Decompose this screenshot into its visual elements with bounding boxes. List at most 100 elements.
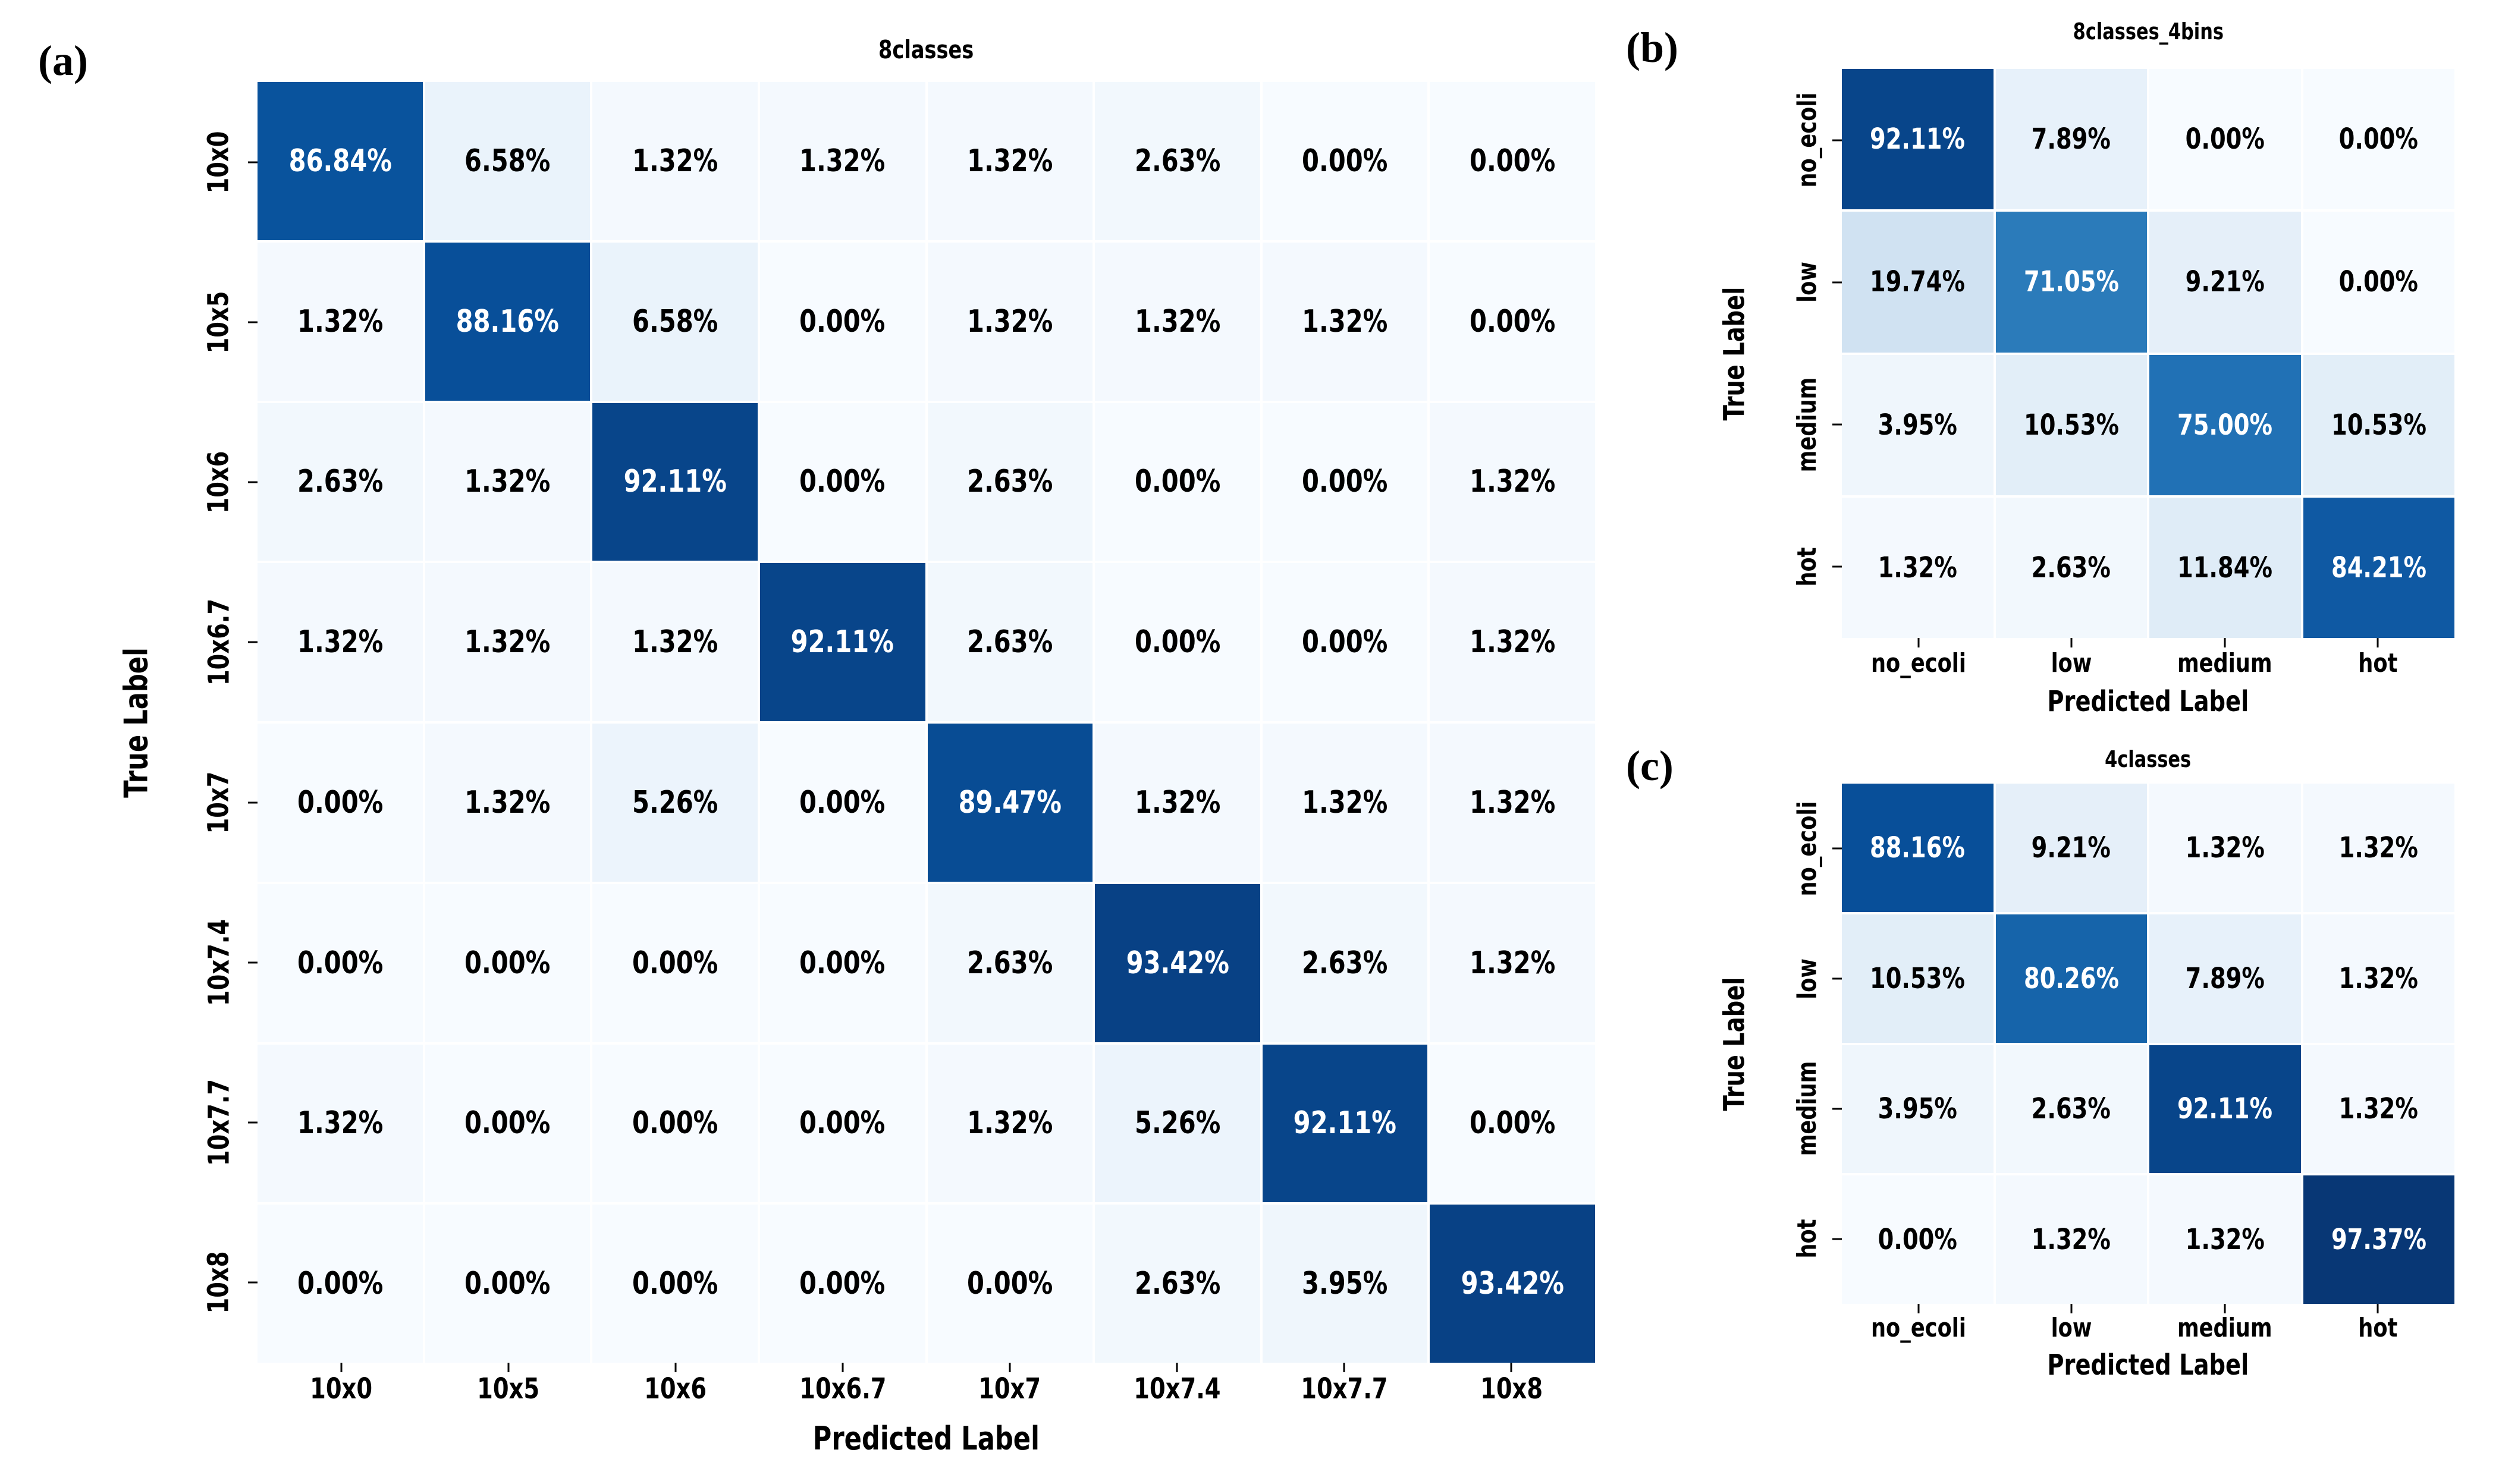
y-tick-mark xyxy=(248,321,258,323)
heatmap-cell-10x7.7-10x6: 0.00% xyxy=(592,1044,758,1203)
heatmap-cell-value: 0.00% xyxy=(1302,464,1388,500)
heatmap-cell-10x6-10x5: 1.32% xyxy=(425,403,591,561)
y-tick-mark xyxy=(1832,423,1842,426)
heatmap-cell-value: 10.53% xyxy=(1870,961,1966,995)
y-tick-mark xyxy=(248,161,258,164)
heatmap-cell-value: 0.00% xyxy=(297,1266,383,1302)
heatmap-cell-10x7-10x7: 89.47% xyxy=(927,724,1093,882)
x-tick-label-text: 10x0 xyxy=(310,1372,373,1406)
x-tick-label-text: hot xyxy=(2358,648,2398,678)
heatmap-cell-10x0-10x6: 1.32% xyxy=(592,82,758,240)
heatmap-cell-value: 0.00% xyxy=(799,1266,886,1302)
heatmap-cell-10x0-10x7: 1.32% xyxy=(927,82,1093,240)
heatmap-cell-medium-hot: 10.53% xyxy=(2303,354,2454,495)
heatmap-cell-10x6.7-10x7.7: 0.00% xyxy=(1262,563,1428,721)
heatmap-cell-value: 5.26% xyxy=(632,784,718,820)
heatmap-cell-value: 2.63% xyxy=(1302,945,1388,981)
heatmap-cell-value: 0.00% xyxy=(464,945,551,981)
y-tick-label-text: low xyxy=(1792,262,1822,303)
heatmap-cell-10x7-10x6: 5.26% xyxy=(592,724,758,882)
x-tick-label-text: 10x8 xyxy=(1480,1372,1543,1406)
heatmap-cell-low-medium: 9.21% xyxy=(2149,212,2301,353)
heatmap-cell-value: 1.32% xyxy=(632,624,718,661)
heatmap-cell-value: 1.32% xyxy=(1470,945,1556,981)
heatmap-cell-value: 9.21% xyxy=(2185,265,2265,299)
heatmap-cell-10x6.7-10x5: 1.32% xyxy=(425,563,591,721)
x-tick-mark xyxy=(507,1363,510,1372)
heatmap-cell-value: 88.16% xyxy=(1870,831,1966,864)
heatmap-cell-no_ecoli-hot: 0.00% xyxy=(2303,69,2454,210)
x-tick-label-hot: hot xyxy=(2302,1313,2455,1347)
heatmap-cell-value: 0.00% xyxy=(2339,265,2419,299)
heatmap-cell-value: 10.53% xyxy=(2331,408,2426,442)
heatmap-cell-value: 1.32% xyxy=(1302,784,1388,820)
heatmap-cell-10x0-10x6.7: 1.32% xyxy=(759,82,925,240)
y-axis-label-text: True Label xyxy=(117,647,155,798)
heatmap-cell-10x7.7-10x7.7: 92.11% xyxy=(1262,1044,1428,1203)
x-tick-label-text: 10x7.4 xyxy=(1134,1372,1221,1406)
x-tick-mark xyxy=(842,1363,844,1372)
heatmap-cell-10x7.4-10x0: 0.00% xyxy=(258,884,423,1042)
heatmap-cell-value: 1.32% xyxy=(297,1105,383,1142)
heatmap-cell-value: 0.00% xyxy=(799,464,886,500)
heatmap-cell-hot-hot: 97.37% xyxy=(2303,1175,2454,1304)
heatmap-cell-hot-low: 1.32% xyxy=(1995,1175,2147,1304)
heatmap-cell-10x6.7-10x8: 1.32% xyxy=(1430,563,1595,721)
heatmap-cell-value: 1.32% xyxy=(1878,551,1957,584)
heatmap-cell-10x7-10x7.4: 1.32% xyxy=(1095,724,1260,882)
heatmap-cell-10x7.7-10x5: 0.00% xyxy=(425,1044,591,1203)
heatmap-cell-value: 0.00% xyxy=(1302,143,1388,179)
heatmap-cell-value: 0.00% xyxy=(1134,624,1221,661)
heatmap-cell-value: 1.32% xyxy=(297,624,383,661)
heatmap-cell-10x7-10x5: 1.32% xyxy=(425,724,591,882)
heatmap-cell-10x7.7-10x6.7: 0.00% xyxy=(759,1044,925,1203)
heatmap-cell-medium-no_ecoli: 3.95% xyxy=(1842,1045,1994,1174)
x-tick-labels: 10x0 10x5 10x6 10x6.7 10x7 10x7.4 10x7.7 10x8 xyxy=(258,1372,1595,1409)
heatmap-cell-value: 0.00% xyxy=(632,1266,718,1302)
panel-title-text: 8classes xyxy=(878,34,974,64)
heatmap-cell-value: 92.11% xyxy=(791,624,894,661)
y-tick-labels: no_ecoli low medium hot xyxy=(1778,784,1836,1304)
heatmap-cell-low-no_ecoli: 19.74% xyxy=(1842,212,1994,353)
heatmap-cell-value: 2.63% xyxy=(967,624,1053,661)
y-tick-label-text: low xyxy=(1792,958,1822,999)
panel-title-text: 8classes_4bins xyxy=(2073,18,2224,45)
heatmap-cell-10x5-10x5: 88.16% xyxy=(425,242,591,401)
x-axis-label: Predicted Label xyxy=(1842,685,2454,719)
x-tick-labels: no_ecoli low medium hot xyxy=(1842,1313,2454,1347)
y-tick-label-no_ecoli: no_ecoli xyxy=(1778,69,1836,211)
x-tick-label-10x6: 10x6 xyxy=(592,1372,759,1409)
x-tick-labels: no_ecoli low medium hot xyxy=(1842,648,2454,683)
x-tick-mark xyxy=(1343,1363,1345,1372)
x-tick-mark xyxy=(674,1363,677,1372)
x-tick-mark xyxy=(2224,1304,2226,1313)
heatmap-cell-value: 1.32% xyxy=(297,303,383,339)
heatmap-cell-10x6-10x7.7: 0.00% xyxy=(1262,403,1428,561)
heatmap-cell-value: 0.00% xyxy=(2185,122,2265,156)
y-tick-label-text: 10x6 xyxy=(202,451,236,514)
y-tick-label-text: 10x8 xyxy=(202,1251,236,1314)
heatmap-cell-medium-hot: 1.32% xyxy=(2303,1045,2454,1174)
y-tick-label-low: low xyxy=(1778,914,1836,1044)
heatmap-cell-value: 1.32% xyxy=(632,143,718,179)
heatmap-cell-10x7.7-10x7: 1.32% xyxy=(927,1044,1093,1203)
y-tick-label-text: hot xyxy=(1792,1219,1822,1259)
heatmap-cell-value: 1.32% xyxy=(1134,784,1221,820)
x-axis-label-text: Predicted Label xyxy=(812,1420,1040,1457)
y-tick-mark xyxy=(248,961,258,964)
heatmap-cell-10x8-10x7: 0.00% xyxy=(927,1205,1093,1363)
heatmap-cell-10x6-10x7.4: 0.00% xyxy=(1095,403,1260,561)
heatmap-cell-no_ecoli-medium: 0.00% xyxy=(2149,69,2301,210)
x-tick-label-10x0: 10x0 xyxy=(258,1372,425,1409)
heatmap-cell-value: 0.00% xyxy=(799,945,886,981)
heatmap-cell-value: 0.00% xyxy=(799,1105,886,1142)
heatmap-cell-value: 0.00% xyxy=(1470,303,1556,339)
x-tick-label-text: 10x6.7 xyxy=(799,1372,887,1406)
heatmap-cell-value: 88.16% xyxy=(456,303,560,339)
heatmap-cell-10x7.7-10x7.4: 5.26% xyxy=(1095,1044,1260,1203)
heatmap-cell-no_ecoli-low: 7.89% xyxy=(1995,69,2147,210)
heatmap-cell-10x8-10x6: 0.00% xyxy=(592,1205,758,1363)
heatmap-matrix: 86.84% 6.58% 1.32% 1.32% 1.32% 2.63% 0.00% 0.00… xyxy=(248,82,1595,1372)
heatmap-cell-value: 92.11% xyxy=(2177,1092,2273,1126)
